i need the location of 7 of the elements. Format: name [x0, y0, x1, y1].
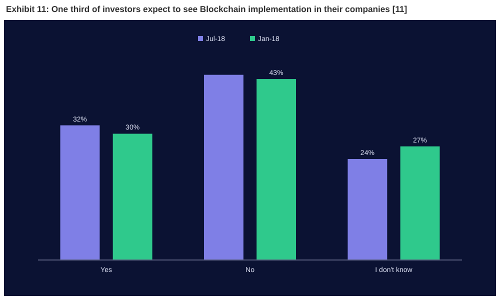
- bar: [204, 74, 244, 260]
- bar: [400, 146, 440, 260]
- bar: [256, 79, 296, 260]
- chart-title: Exhibit 11: One third of investors expect to see Blockchain implementation in their companies [11]: [6, 4, 408, 14]
- bar: [60, 125, 100, 260]
- bar: [112, 134, 152, 260]
- bar: [348, 158, 388, 260]
